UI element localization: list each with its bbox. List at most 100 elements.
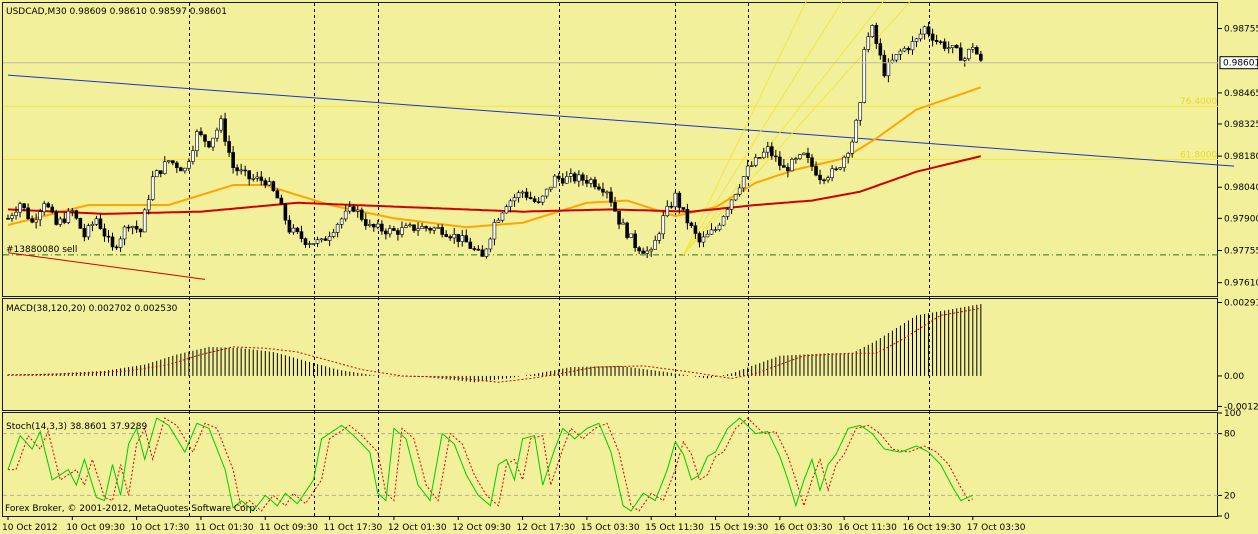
candle-body (713, 229, 718, 232)
candle-body (950, 45, 955, 48)
macd-signal-line (8, 307, 981, 383)
time-tick-label: 15 Oct 03:30 (581, 523, 640, 533)
candle-body (737, 187, 742, 195)
stochastic-title: Stoch(14,3,3) 38.8601 37.9289 (6, 422, 147, 432)
fib-level-label: 76.4000 (1180, 97, 1217, 107)
macd-panel[interactable]: MACD(38,120,20) 0.002702 0.002530 (2, 298, 1218, 411)
candle-body (685, 209, 690, 224)
candle-body (267, 181, 272, 186)
price-tick-label: 0.98325 (1224, 120, 1258, 130)
time-tick-label: 10 Oct 2012 (2, 523, 58, 533)
stochastic-axis: 100 80 20 0 (1218, 409, 1241, 522)
candle-body (769, 146, 774, 157)
candle-body (512, 197, 517, 202)
candle-body (681, 207, 686, 210)
candle-body (938, 41, 943, 43)
candle-body (291, 227, 296, 233)
trend-lines[interactable] (7, 74, 1235, 280)
candle-body (448, 236, 453, 239)
candle-body (376, 223, 380, 228)
candle-body (786, 167, 790, 172)
stochastic-panel[interactable]: Stoch(14,3,3) 38.8601 37.9289 Forex Brok… (2, 412, 1219, 517)
candle-body (677, 192, 682, 208)
price-tick-label: 0.98180 (1224, 152, 1258, 162)
candle-body (311, 243, 316, 245)
candle-body (372, 223, 376, 228)
time-tick-label: 12 Oct 01:30 (388, 523, 447, 533)
candle-body (472, 248, 477, 250)
candle-body (822, 179, 826, 182)
stochastic-tick-label: 80 (1224, 430, 1236, 440)
candle-body (870, 25, 875, 37)
candle-body (528, 197, 533, 200)
candle-body (778, 156, 782, 166)
candle-body (573, 173, 577, 182)
candle-body (480, 249, 485, 257)
candle-body (118, 238, 123, 248)
candle-body (689, 222, 694, 226)
stochastic-main-line (7, 417, 973, 512)
candle-body (18, 203, 22, 213)
candle-body (303, 238, 308, 245)
candle-body (299, 231, 304, 239)
candle-body (384, 230, 388, 235)
candle-body (709, 229, 714, 235)
candle-body (207, 140, 211, 148)
candle-body (367, 223, 372, 226)
candle-body (110, 236, 115, 248)
time-axis: 10 Oct 2012 10 Oct 09:30 10 Oct 17:30 11 Oc… (2, 516, 1026, 533)
price-tick-label: 0.97610 (1224, 279, 1258, 289)
time-tick-label: 16 Oct 19:30 (902, 523, 961, 533)
candle-body (460, 235, 465, 242)
candle-body (355, 209, 360, 212)
price-tick-label: 0.97755 (1224, 246, 1258, 256)
stochastic-panel-border (2, 412, 1218, 517)
candle-body (914, 38, 919, 42)
candle-body (408, 224, 412, 227)
candle-body (601, 188, 605, 193)
candle-body (958, 47, 963, 61)
candle-body (146, 199, 151, 211)
candle-body (496, 219, 501, 223)
candle-body (725, 209, 730, 217)
candle-body (942, 41, 947, 49)
candle-body (215, 129, 219, 139)
time-tick-label: 10 Oct 09:30 (66, 523, 125, 533)
price-panel[interactable]: 76.4000 61.8000 #13880080 sell USDCAD,M30 … (2, 0, 1235, 297)
candle-body (532, 198, 537, 202)
candle-body (918, 33, 923, 40)
candle-body (319, 238, 324, 241)
candle-body (593, 179, 597, 188)
candle-body (500, 212, 505, 221)
candle-body (412, 224, 416, 231)
candle-body (697, 233, 702, 243)
candle-body (287, 219, 292, 233)
candle-body (902, 48, 907, 52)
candle-body (818, 174, 822, 181)
candle-body (970, 46, 975, 50)
candle-body (790, 159, 794, 172)
candle-body (484, 248, 489, 257)
candle-body (633, 233, 637, 248)
candle-body (826, 177, 830, 181)
trend-line[interactable] (7, 252, 206, 280)
candle-body (126, 226, 131, 229)
macd-title: MACD(38,120,20) 0.002702 0.002530 (6, 304, 178, 314)
candle-body (74, 210, 79, 219)
candle-body (307, 243, 312, 245)
candle-body (757, 157, 762, 159)
candle-body (693, 225, 698, 234)
candle-body (540, 195, 545, 203)
candle-body (436, 227, 440, 229)
candle-body (315, 239, 320, 244)
candle-body (581, 174, 585, 181)
candle-body (347, 206, 352, 212)
candle-body (134, 225, 139, 230)
candle-body (154, 170, 159, 178)
trend-line[interactable] (7, 74, 1235, 167)
macd-histogram (7, 304, 982, 383)
candle-body (597, 186, 601, 190)
